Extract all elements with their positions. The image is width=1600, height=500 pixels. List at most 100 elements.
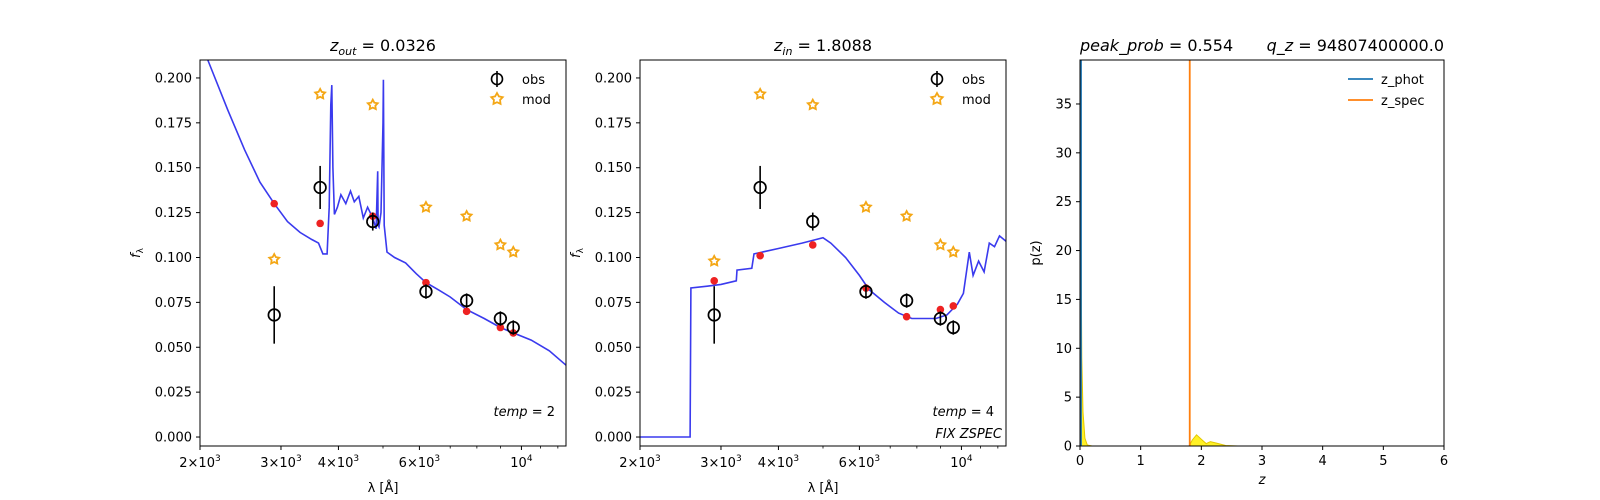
panel-3-y-tick-label: 25 [1055,195,1072,210]
panel-1-model-star [419,200,433,213]
panel-2-ylabel: fλ [569,247,586,258]
panel-1-model-point [270,199,279,208]
panel-1-y-tick-label: 0.175 [155,116,192,131]
panel-2-x-tick-label: 3×103 [700,454,741,471]
panel-1-obs-point [506,320,520,335]
panel-1-obs-point [267,308,281,322]
panel-2-frame [639,59,1007,447]
panel-1-legend: obs mod [489,71,551,108]
panel-1-legend-obs: obs [522,73,545,88]
panel-2-y-tick-label: 0.175 [595,116,632,131]
panel-2-x-tick-label: 104 [950,454,973,471]
panel-1-annotation-temp: temp = 2 [494,405,555,420]
panel-1-obs-point [313,180,327,195]
panel-2-model-star [707,253,721,267]
panel-2-model-stars [707,86,961,267]
panel-2-legend: obs mod [929,71,991,108]
panel-2-model-point [710,277,719,285]
panel-2-model-point [902,312,911,321]
panel-2-legend-obs-marker [930,71,944,87]
panel-2-model-star [859,200,873,213]
panel-3-title: peak_prob = 0.554 [1079,36,1233,56]
panel-1-x-tick-label: 6×103 [399,454,440,471]
panel-2-y-tick-label: 0.075 [595,296,632,311]
panel-2-title: zin = 1.8088 [773,36,872,58]
panel-1-model-point [462,307,471,316]
panel-1-title: zout = 0.0326 [329,36,436,58]
panel-3-y-tick-label: 20 [1055,244,1072,259]
panel-3-y-tick-label: 0 [1064,440,1072,455]
panel-1-model-point [496,323,505,332]
panel-1-model-star [365,97,380,111]
panel-3-legend: z_phot z_spec [1348,73,1425,109]
panel-2-sed-curve [640,234,1007,438]
panel-1-xlabel: λ [Å] [368,480,399,496]
panel-1-obs-point [419,284,433,299]
panel-2-obs-point [753,180,767,195]
panel-3-y-tick-label: 35 [1055,97,1072,112]
panel-3-frame [1079,59,1445,447]
panel-3-x-tick-label: 0 [1076,454,1084,469]
panel-2-xlabel: λ [Å] [808,480,839,496]
panel-2-obs-point [946,320,960,335]
panel-1-y-tick-label: 0.025 [155,386,192,401]
panel-3-y-tick-label: 15 [1055,293,1072,308]
panel-1-model-point [422,278,430,287]
panel-1-legend-mod: mod [522,93,551,108]
panel-2-y-tick-label: 0.150 [595,161,632,176]
panel-2-obs-point [933,311,948,326]
panel-1-y-ticks: 0.000 0.025 0.050 0.075 0.100 0.125 0.150 0.175… [155,71,200,446]
panel-2-y-tick-label: 0.100 [595,251,632,266]
panel-3-y-ticks: 0 5 10 15 20 25 30 35 [1055,97,1080,455]
panel-1-model-star [506,244,521,258]
panel-1-x-tick-label: 3×103 [260,454,301,471]
panel-3-x-tick-label: 5 [1379,454,1387,469]
panel-2-x-tick-label: 2×103 [619,454,660,471]
panel-2-obs-point [899,293,914,308]
panel-1-legend-mod-marker [489,91,505,106]
panel-2-model-star [805,97,820,111]
panel-2-legend-obs: obs [962,73,985,88]
panel-3-legend-z-spec: z_spec [1381,94,1425,109]
panel-1-obs-point [366,214,380,229]
panel-3-x-ticks: 0 1 2 3 4 5 6 [1076,446,1448,469]
panel-2-y-tick-label: 0.025 [595,386,632,401]
panel-1-x-tick-label: 2×103 [179,454,220,471]
panel-2-y-tick-label: 0.125 [595,206,632,221]
panel-3-y-tick-label: 10 [1055,342,1072,357]
panel-2-obs-point [859,284,873,299]
panel-2-x-tick-label: 4×103 [758,454,799,471]
panel-1-y-tick-label: 0.200 [155,71,192,86]
panel-1-y-tick-label: 0.150 [155,161,192,176]
panel-2-model-star [946,244,961,258]
panel-3-legend-z-phot: z_phot [1381,73,1424,88]
panel-2-model-point [756,251,764,260]
panel-2-obs-point [707,308,721,322]
panel-2-model-star [753,86,767,100]
panel-3-x-tick-label: 6 [1440,454,1448,469]
panel-3-plot-area [1080,60,1444,446]
panel-3-x-tick-label: 3 [1258,454,1266,469]
panel-3-xlabel: z [1258,473,1267,488]
panel-1-obs-point [493,311,508,326]
panel-2: zin = 1.8088 0.0000.0250.0500.0750.1000.… [569,36,1007,496]
panel-2-model-point [808,241,817,249]
panel-3-y-tick-label: 30 [1055,146,1072,161]
panel-1-model-star [493,237,508,251]
panel-1-model-points [270,199,518,337]
panel-2-y-tick-label: 0.000 [595,431,632,446]
panel-2-y-tick-label: 0.200 [595,71,632,86]
panel-3-x-tick-label: 4 [1319,454,1327,469]
panel-2-legend-mod: mod [962,93,991,108]
panel-1-frame [199,59,567,447]
panel-2-legend-mod-marker [929,91,945,106]
panel-2-plot-area [640,60,1006,446]
panel-2-model-point [949,302,958,310]
panel-2-obs-point [806,214,820,229]
panel-1-model-star [459,209,474,222]
panel-1: zout = 0.0326 0.0000.0250.0500.0750.1000… [129,36,567,496]
panel-3-ylabel: p(z) [1029,240,1044,265]
panel-1-y-tick-label: 0.075 [155,296,192,311]
panel-1-y-tick-label: 0.100 [155,251,192,266]
